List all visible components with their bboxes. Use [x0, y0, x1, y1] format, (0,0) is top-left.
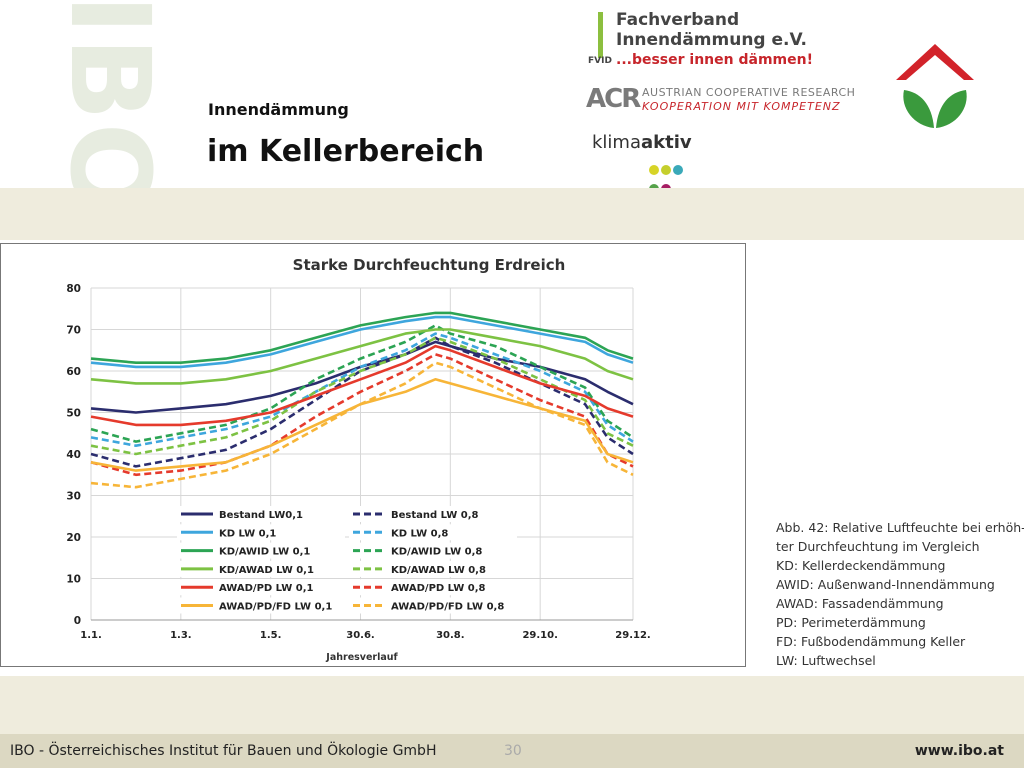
bottom-band — [0, 676, 1024, 734]
legend-bg — [177, 524, 345, 541]
footer-website-link[interactable]: www.ibo.at — [914, 743, 1004, 759]
series-line — [90, 315, 634, 369]
series-line — [90, 324, 634, 443]
x-tick-label: 1.3. — [170, 630, 192, 641]
figure-caption: Abb. 42: Relative Luftfeuchte bei erhöh-… — [776, 518, 1024, 670]
caption-line: AWID: Außenwand-Innendämmung — [776, 577, 995, 592]
klimaaktiv-logo: klimaaktiv — [592, 132, 692, 194]
legend-bg — [349, 542, 517, 559]
legend-label: KD/AWID LW 0,1 — [219, 547, 310, 558]
caption-line: AWAD: Fassadendämmung — [776, 596, 944, 611]
legend-label: AWAD/PD LW 0,1 — [219, 583, 314, 594]
legend-label: KD/AWID LW 0,8 — [391, 547, 482, 558]
y-tick-label: 60 — [66, 366, 81, 378]
y-tick-label: 0 — [74, 615, 81, 627]
klima-part2: aktiv — [641, 132, 692, 153]
y-tick-label: 40 — [66, 449, 81, 461]
legend-label: AWAD/PD LW 0,8 — [391, 583, 486, 594]
y-tick-label: 70 — [66, 325, 81, 337]
footer-bar — [0, 734, 1024, 768]
y-tick-label: 50 — [66, 408, 81, 420]
legend-bg — [177, 579, 345, 596]
x-tick-label: 29.10. — [522, 630, 557, 641]
caption-line: ter Durchfeuchtung im Vergleich — [776, 539, 980, 554]
caption-line: PD: Perimeterdämmung — [776, 615, 926, 630]
legend-bg — [177, 506, 345, 522]
legend-label: AWAD/PD/FD LW 0,8 — [391, 602, 504, 613]
legend-bg — [177, 597, 345, 614]
page-number: 30 — [504, 743, 522, 759]
y-tick-label: 80 — [66, 283, 81, 295]
x-tick-label: 29.12. — [615, 630, 650, 641]
legend-label: KD/AWAD LW 0,1 — [219, 565, 314, 576]
legend-bg — [349, 560, 517, 577]
x-tick-label: 30.6. — [346, 630, 374, 641]
klima-part1: klima — [592, 132, 641, 153]
y-tick-label: 10 — [66, 574, 81, 586]
x-tick-label: 1.5. — [260, 630, 282, 641]
slide-header: IBO Innendämmung im Kellerbereich Fachve… — [0, 0, 1024, 219]
legend-label: KD LW 0,1 — [219, 528, 276, 539]
series-line — [90, 328, 634, 385]
legend-label: AWAD/PD/FD LW 0,1 — [219, 602, 332, 613]
legend-label: Bestand LW0,1 — [219, 510, 303, 521]
klimaaktiv-wordmark: klimaaktiv — [592, 132, 692, 153]
series-line — [90, 311, 634, 364]
legend-bg — [349, 597, 517, 614]
legend-bg — [177, 560, 345, 577]
acr-mark: ACR — [586, 84, 641, 114]
caption-line: Abb. 42: Relative Luftfeuchte bei erhöh- — [776, 520, 1024, 535]
fachverband-slogan: ...besser innen dämmen! — [616, 52, 813, 68]
legend-bg — [349, 579, 517, 596]
legend-label: KD LW 0,8 — [391, 528, 448, 539]
legend-label: KD/AWAD LW 0,8 — [391, 565, 486, 576]
fachverband-abbr: FVID — [588, 56, 612, 66]
y-tick-label: 20 — [66, 532, 81, 544]
legend-bg — [349, 524, 517, 541]
series-line — [90, 353, 634, 477]
acr-line1: AUSTRIAN COOPERATIVE RESEARCH — [642, 86, 856, 99]
chart-panel: Starke Durchfeuchtung Erdreich 0 10 20 30 40 5… — [0, 243, 746, 667]
series-line — [90, 378, 634, 472]
caption-line: FD: Fußbodendämmung Keller — [776, 634, 966, 649]
slide-subtitle: Innendämmung — [208, 100, 349, 119]
footer-institute: IBO - Österreichisches Institut für Baue… — [10, 743, 437, 759]
fachverband-name-line2: Innendämmung e.V. — [616, 30, 807, 50]
slide-title: im Kellerbereich — [207, 134, 485, 169]
acr-line2: KOOPERATION MIT KOMPETENZ — [642, 100, 841, 113]
fachverband-name-line1: Fachverband — [616, 10, 740, 30]
legend-bg — [349, 506, 517, 522]
x-axis-label: Jahresverlauf — [325, 652, 398, 663]
humidity-chart: Starke Durchfeuchtung Erdreich 0 10 20 30 40 5… — [66, 256, 650, 663]
top-band — [0, 188, 1024, 240]
chart-title: Starke Durchfeuchtung Erdreich — [293, 256, 566, 274]
y-tick-label: 30 — [66, 491, 81, 503]
x-tick-label: 1.1. — [80, 630, 102, 641]
series-line — [90, 361, 634, 489]
caption-line: KD: Kellerdeckendämmung — [776, 558, 946, 573]
caption-line: LW: Luftwechsel — [776, 653, 876, 668]
legend-label: Bestand LW 0,8 — [391, 510, 479, 521]
legend-bg — [177, 542, 345, 559]
ibo-watermark: IBO — [46, 0, 174, 219]
series-line — [90, 336, 634, 456]
series-line — [90, 344, 634, 427]
house-leaf-logo-icon — [894, 42, 976, 134]
series-line — [90, 332, 634, 447]
x-tick-label: 30.8. — [436, 630, 464, 641]
fachverband-bar-icon — [598, 12, 603, 58]
